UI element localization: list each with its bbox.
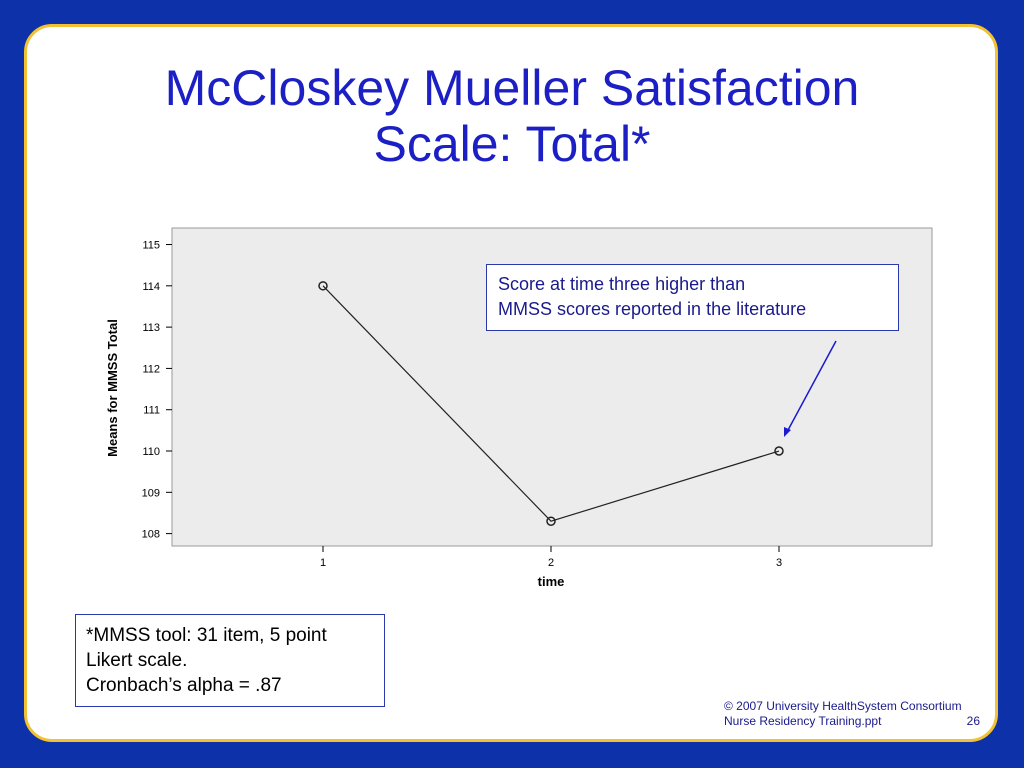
- y-tick-label: 112: [142, 363, 160, 375]
- y-tick-label: 109: [142, 487, 160, 499]
- footer: © 2007 University HealthSystem Consortiu…: [724, 699, 980, 729]
- series-mmss-total: [318, 281, 784, 526]
- note-line-3: Cronbach’s alpha = .87: [86, 675, 282, 696]
- note-line-1: *MMSS tool: 31 item, 5 point: [86, 625, 327, 646]
- y-tick-label: 108: [142, 529, 160, 541]
- data-point: [546, 516, 556, 526]
- axes: 108 109 110 111 112 113 114 115 1 2 3: [142, 240, 782, 569]
- page-number: 26: [966, 714, 980, 728]
- x-axis-label: time: [538, 574, 565, 589]
- copyright: © 2007 University HealthSystem Consortiu…: [724, 699, 962, 713]
- callout-line-1: Score at time three higher than: [498, 274, 746, 294]
- series-line: [322, 285, 780, 522]
- y-tick-label: 114: [142, 281, 160, 293]
- y-tick-label: 115: [142, 240, 160, 252]
- note-line-2: Likert scale.: [86, 650, 188, 671]
- mmss-note-box: *MMSS tool: 31 item, 5 point Likert scal…: [75, 614, 385, 707]
- callout-line-2: MMSS scores reported in the literature: [498, 299, 807, 319]
- title-line-1: McCloskey Mueller Satisfaction: [164, 60, 860, 116]
- y-tick-label: 113: [142, 322, 160, 334]
- callout-box: Score at time three higher than MMSS sco…: [486, 264, 899, 331]
- x-tick-label: 3: [776, 557, 782, 569]
- y-tick-label: 111: [143, 405, 160, 417]
- data-point: [318, 281, 328, 291]
- x-tick-label: 2: [548, 557, 554, 569]
- callout-arrow: [786, 340, 837, 433]
- file-name: Nurse Residency Training.ppt: [724, 714, 882, 728]
- y-tick-label: 110: [142, 446, 160, 458]
- title-line-2: Scale: Total*: [373, 116, 651, 172]
- callout-arrowhead: [784, 427, 791, 437]
- x-tick-label: 1: [320, 557, 326, 569]
- slide-title: McCloskey Mueller Satisfaction Scale: To…: [0, 60, 1024, 172]
- data-point: [774, 446, 784, 456]
- y-axis-label: Means for MMSS Total: [105, 319, 120, 457]
